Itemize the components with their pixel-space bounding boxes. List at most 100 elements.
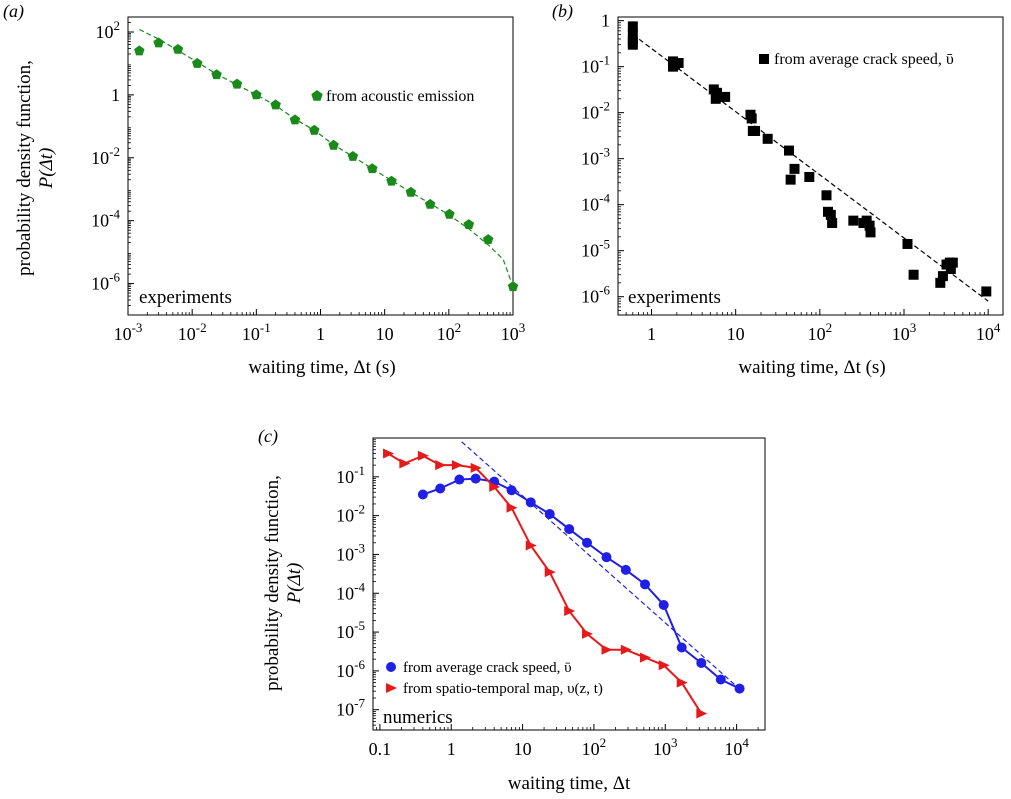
fit-line-dashed <box>461 441 738 687</box>
y-tick-label: 10-4 <box>91 207 120 231</box>
data-point-triangle <box>525 540 537 551</box>
data-point-triangle <box>601 644 613 655</box>
x-tick-label: 1 <box>647 324 656 344</box>
x-tick-label: 104 <box>724 735 749 759</box>
data-point-circle <box>582 537 593 548</box>
data-point-square <box>783 145 794 156</box>
data-point-square <box>908 269 919 280</box>
data-point-triangle <box>451 460 463 471</box>
x-tick-label: 103 <box>892 320 917 344</box>
y-tick-label: 1 <box>111 85 120 105</box>
x-tick-label: 104 <box>976 320 1001 344</box>
data-point-circle <box>454 474 465 485</box>
data-point-circle <box>470 473 481 484</box>
data-point-pentagon <box>153 37 164 48</box>
data-point-square <box>673 58 684 69</box>
data-point-triangle <box>383 448 395 459</box>
data-point-pentagon <box>251 89 262 100</box>
y-tick-label: 10-3 <box>336 540 365 564</box>
x-tick-label: 1 <box>316 324 325 344</box>
legend-square-marker <box>759 54 769 64</box>
data-point-circle <box>417 489 428 500</box>
panel-c-xlabel: waiting time, Δt <box>508 773 631 794</box>
data-point-square <box>848 215 859 226</box>
panel-c-ylabel-line1: probability density function, <box>262 475 283 691</box>
x-tick-label: 102 <box>582 735 607 759</box>
y-tick-label: 10-5 <box>336 618 365 642</box>
data-point-square <box>827 217 838 228</box>
panel-c-ylabel-line2: P(Δt) <box>284 563 305 605</box>
data-point-pentagon <box>444 208 455 219</box>
data-point-square <box>789 163 800 174</box>
data-point-pentagon <box>463 219 475 229</box>
x-tick-label: 102 <box>437 320 462 344</box>
data-point-square <box>865 227 876 238</box>
x-tick-label: 10-1 <box>242 320 271 344</box>
data-point-triangle <box>620 644 632 655</box>
data-point-circle <box>734 683 745 694</box>
fit-line-dashed <box>139 28 514 287</box>
data-point-square <box>945 263 956 274</box>
y-tick-label: 10-6 <box>91 270 120 294</box>
data-point-triangle <box>399 458 411 469</box>
y-tick-label: 1 <box>601 11 610 31</box>
data-point-square <box>804 171 815 182</box>
x-tick-label: 0.1 <box>369 739 392 759</box>
panel-a-legend: from acoustic emission <box>311 88 474 105</box>
data-point-pentagon <box>482 234 494 244</box>
data-point-circle <box>640 579 651 590</box>
x-tick-label: 10-3 <box>114 320 143 344</box>
x-tick-label: 102 <box>808 320 833 344</box>
data-point-triangle <box>658 660 670 671</box>
x-tick-label: 10-2 <box>178 320 207 344</box>
data-point-pentagon <box>172 43 184 54</box>
panel-c-label: (c) <box>258 426 278 447</box>
data-point-circle <box>658 599 669 610</box>
panel-a-annotation: experiments <box>139 287 232 308</box>
series-line-circle <box>422 477 740 690</box>
data-point-pentagon <box>192 57 203 68</box>
panel-c-plot-area <box>372 437 766 731</box>
fit-line-dashed <box>632 34 989 302</box>
x-tick-label: 1 <box>447 739 456 759</box>
data-point-square <box>935 277 946 288</box>
panel-c: (c) numerics probability density functio… <box>258 426 766 794</box>
y-tick-label: 10-1 <box>581 53 610 77</box>
y-tick-label: 10-2 <box>581 99 610 123</box>
data-point-circle <box>620 564 631 575</box>
data-point-circle <box>676 642 687 653</box>
data-point-square <box>861 215 872 226</box>
data-point-triangle <box>435 460 447 471</box>
panel-a-label: (a) <box>3 1 24 22</box>
data-point-circle <box>564 524 575 535</box>
x-tick-label: 10 <box>514 739 532 759</box>
panel-a: (a) experiments probability density func… <box>3 1 525 378</box>
data-point-triangle <box>506 502 518 513</box>
data-point-pentagon <box>134 45 145 56</box>
legend-triangle-marker <box>386 683 397 693</box>
data-point-triangle <box>564 605 576 616</box>
panel-b-xlabel: waiting time, Δt (s) <box>738 357 885 378</box>
y-tick-label: 10-7 <box>336 696 365 720</box>
data-point-triangle <box>676 677 688 688</box>
data-point-square <box>821 190 832 201</box>
data-point-square <box>720 91 731 102</box>
legend-circle-marker <box>386 662 396 672</box>
x-tick-label: 103 <box>653 735 678 759</box>
y-tick-label: 10-2 <box>336 502 365 526</box>
data-point-square <box>627 39 638 50</box>
data-point-square <box>981 286 992 297</box>
y-tick-label: 10-1 <box>336 463 365 487</box>
data-point-square <box>825 209 836 220</box>
data-point-triangle <box>640 652 652 663</box>
data-point-triangle <box>470 462 482 473</box>
data-point-square <box>750 125 761 136</box>
panel-b-label: (b) <box>552 1 573 22</box>
y-tick-label: 10-4 <box>336 579 365 603</box>
legend-label: from average crack speed, ῡ <box>774 51 954 68</box>
y-tick-label: 10-5 <box>581 237 610 261</box>
legend-pentagon-marker <box>311 90 323 101</box>
y-tick-label: 10-6 <box>581 283 610 307</box>
data-point-circle <box>435 483 446 494</box>
